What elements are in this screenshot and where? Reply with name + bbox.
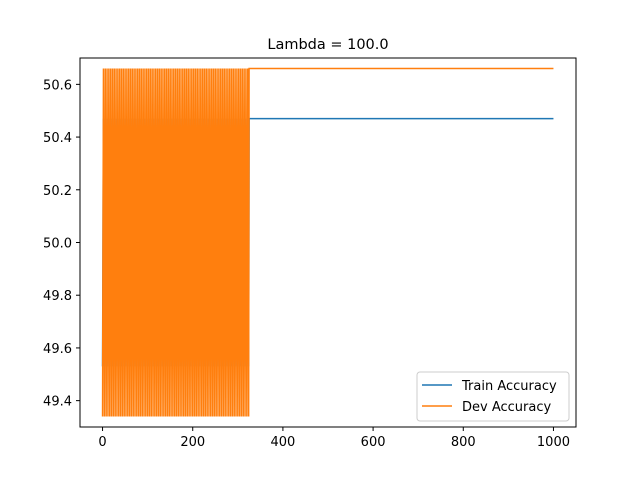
chart-title: Lambda = 100.0	[267, 37, 388, 53]
plot-area	[101, 67, 554, 417]
x-tick-label: 600	[361, 435, 386, 450]
y-tick-label: 49.6	[43, 342, 72, 357]
x-tick-label: 0	[98, 435, 106, 450]
y-tick-label: 49.4	[43, 395, 72, 410]
legend-frame	[416, 371, 570, 422]
y-tick-label: 50.0	[43, 237, 72, 252]
x-tick-label: 400	[270, 435, 295, 450]
legend-label-train: Train Accuracy	[461, 379, 557, 394]
legend-label-dev: Dev Accuracy	[462, 400, 551, 415]
x-tick-label: 200	[180, 435, 205, 450]
y-tick-label: 50.6	[43, 78, 72, 93]
x-tick-label: 800	[451, 435, 476, 450]
legend: Train Accuracy Dev Accuracy	[416, 371, 570, 422]
series-line-dev	[101, 67, 554, 417]
y-tick-label: 50.4	[43, 131, 72, 146]
x-tick-label: 1000	[537, 435, 570, 450]
y-tick-label: 49.8	[43, 289, 72, 304]
axes: 0 200 400 600 800 1000 49.4 49.6 49.8 50.0 50.2 50.…	[43, 57, 577, 450]
y-tick-label: 50.2	[43, 184, 72, 199]
